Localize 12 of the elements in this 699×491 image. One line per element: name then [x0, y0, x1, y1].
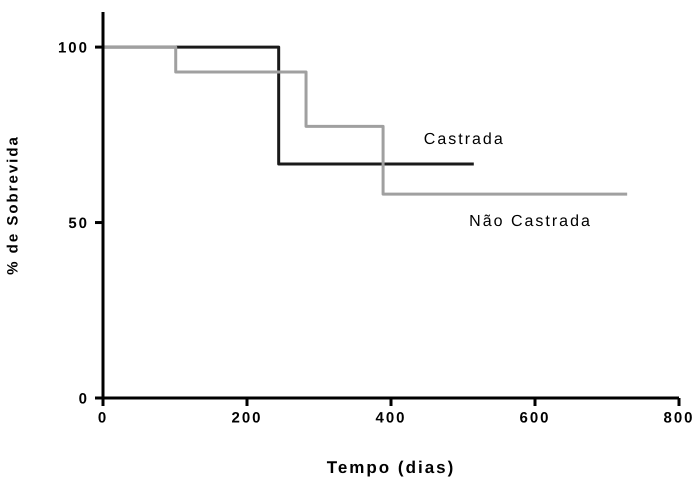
series-label: Castrada [424, 130, 505, 148]
x-tick-label: 800 [663, 410, 695, 427]
y-tick-label: 100 [58, 39, 89, 56]
x-tick-label: 200 [231, 410, 263, 427]
series-label: Não Castrada [469, 213, 592, 230]
y-tick-label: 50 [68, 214, 89, 232]
y-tick-label: 0 [78, 390, 89, 408]
x-tick-label: 0 [98, 410, 108, 427]
y-axis-title: % de Sobrevida [4, 135, 22, 275]
x-tick-label: 600 [519, 410, 551, 427]
x-axis-title: Tempo (dias) [326, 458, 456, 477]
x-tick-label: 400 [375, 410, 407, 427]
